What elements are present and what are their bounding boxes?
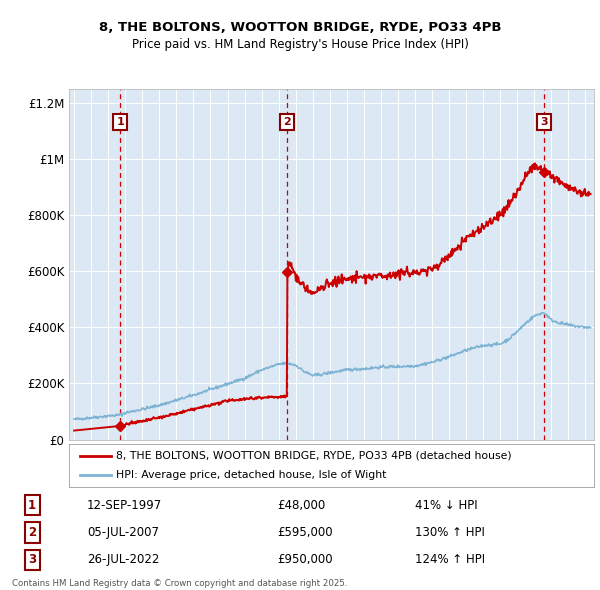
Text: £595,000: £595,000 [277,526,332,539]
Text: 1: 1 [28,499,36,512]
Text: Price paid vs. HM Land Registry's House Price Index (HPI): Price paid vs. HM Land Registry's House … [131,38,469,51]
Text: £48,000: £48,000 [277,499,325,512]
Text: £950,000: £950,000 [277,553,332,566]
Text: 3: 3 [28,553,36,566]
Text: 8, THE BOLTONS, WOOTTON BRIDGE, RYDE, PO33 4PB (detached house): 8, THE BOLTONS, WOOTTON BRIDGE, RYDE, PO… [116,451,512,461]
Text: 12-SEP-1997: 12-SEP-1997 [87,499,162,512]
Text: HPI: Average price, detached house, Isle of Wight: HPI: Average price, detached house, Isle… [116,470,386,480]
Text: 8, THE BOLTONS, WOOTTON BRIDGE, RYDE, PO33 4PB: 8, THE BOLTONS, WOOTTON BRIDGE, RYDE, PO… [99,21,501,34]
Text: 2: 2 [28,526,36,539]
Text: Contains HM Land Registry data © Crown copyright and database right 2025.
This d: Contains HM Land Registry data © Crown c… [12,579,347,590]
Text: 2: 2 [283,117,291,127]
Text: 1: 1 [116,117,124,127]
Text: 26-JUL-2022: 26-JUL-2022 [87,553,159,566]
Text: 41% ↓ HPI: 41% ↓ HPI [415,499,478,512]
Text: 3: 3 [540,117,548,127]
Text: 130% ↑ HPI: 130% ↑ HPI [415,526,485,539]
Text: 124% ↑ HPI: 124% ↑ HPI [415,553,485,566]
Text: 05-JUL-2007: 05-JUL-2007 [87,526,159,539]
